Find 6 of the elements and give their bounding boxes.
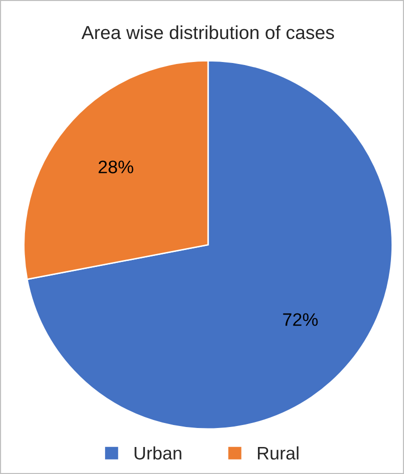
data-label: 72% (283, 313, 318, 326)
legend-label: Rural (258, 446, 298, 460)
legend-label: Urban (134, 446, 182, 460)
chart-title: Area wise distribution of cases (81, 25, 334, 40)
data-label: 28% (98, 160, 134, 174)
pie-slice (26, 60, 393, 430)
